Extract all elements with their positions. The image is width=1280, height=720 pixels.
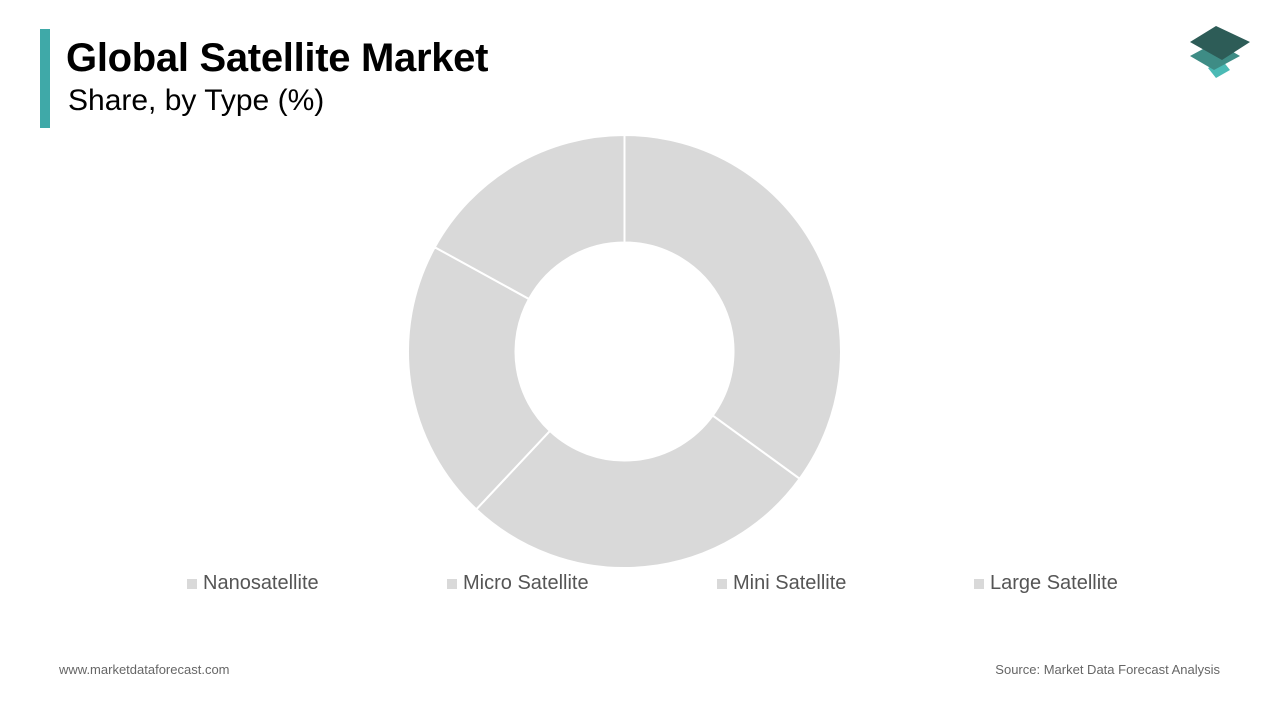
- legend-item-nanosatellite: Nanosatellite: [187, 571, 319, 595]
- page-subtitle: Share, by Type (%): [68, 84, 325, 117]
- slice-micro-satellite: [474, 414, 802, 569]
- slice-nanosatellite: [623, 133, 842, 481]
- legend-label: Micro Satellite: [463, 571, 589, 594]
- legend-label: Nanosatellite: [203, 571, 319, 594]
- stacked-layers-icon: [1190, 26, 1250, 78]
- legend-label: Large Satellite: [990, 571, 1118, 594]
- page-title: Global Satellite Market: [66, 36, 489, 80]
- slice-large-satellite: [433, 133, 626, 301]
- legend-swatch: [974, 579, 984, 589]
- source-note: Source: Market Data Forecast Analysis: [995, 662, 1220, 677]
- legend-swatch: [187, 579, 197, 589]
- website-url: www.marketdataforecast.com: [59, 662, 230, 677]
- legend-swatch: [447, 579, 457, 589]
- slice-mini-satellite: [407, 245, 552, 511]
- title-accent-bar: [40, 29, 50, 128]
- legend-item-micro-satellite: Micro Satellite: [447, 571, 589, 595]
- legend-swatch: [717, 579, 727, 589]
- legend-item-large-satellite: Large Satellite: [974, 571, 1118, 595]
- legend-item-mini-satellite: Mini Satellite: [717, 571, 846, 595]
- legend-label: Mini Satellite: [733, 571, 847, 594]
